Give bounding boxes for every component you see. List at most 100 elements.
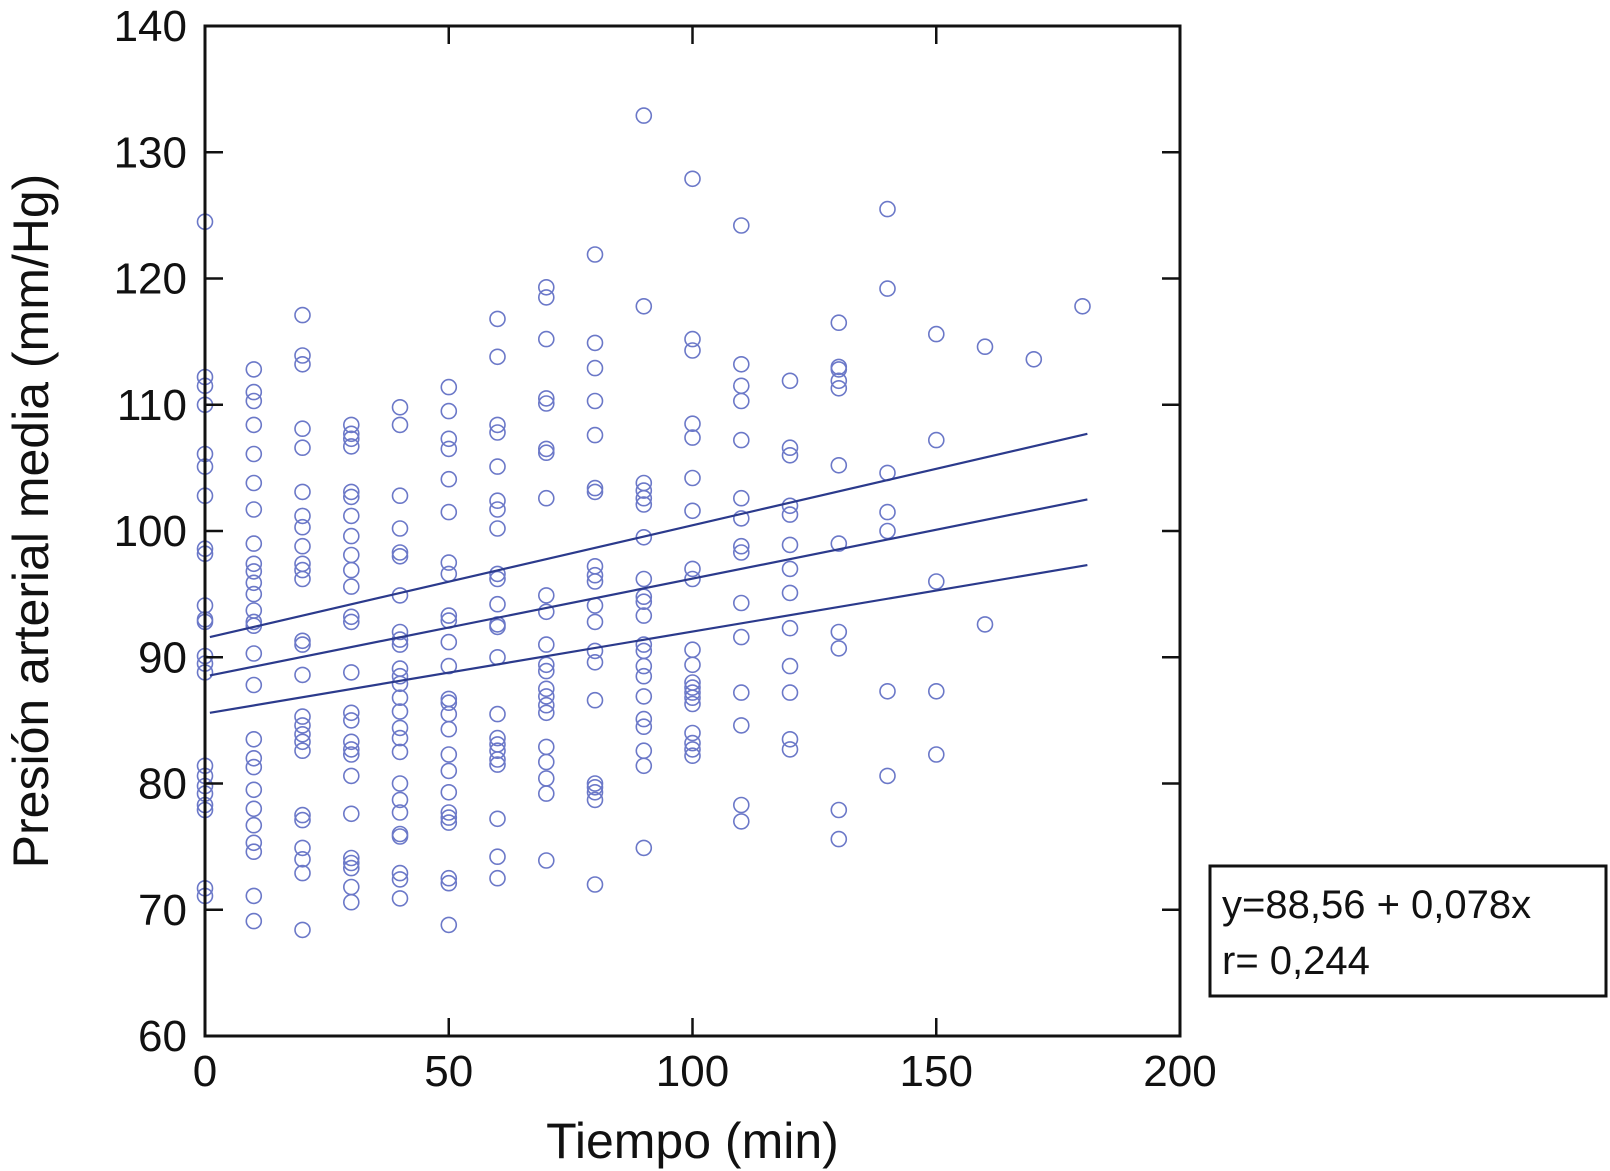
data-point (440, 402, 458, 420)
data-point (830, 361, 848, 378)
data-point (440, 705, 458, 723)
data-point (635, 742, 653, 760)
data-point (489, 424, 506, 441)
data-point (684, 570, 701, 588)
data-point (830, 456, 848, 474)
data-point (391, 667, 409, 685)
data-points (196, 107, 1091, 939)
data-point (635, 688, 653, 705)
data-point (440, 809, 458, 826)
data-point (294, 483, 311, 501)
data-point (635, 839, 653, 857)
data-point (294, 518, 311, 536)
data-point (245, 445, 263, 463)
data-point (879, 280, 896, 297)
data-point (635, 297, 653, 315)
data-point (537, 656, 555, 674)
data-point (342, 849, 360, 867)
data-point (635, 718, 653, 736)
data-point (684, 429, 701, 446)
data-point (391, 487, 409, 505)
data-point (245, 383, 263, 401)
data-point (586, 778, 604, 796)
data-point (245, 555, 263, 573)
data-point (391, 675, 409, 693)
data-point (732, 813, 750, 830)
data-point (440, 783, 458, 801)
data-point (684, 689, 701, 707)
data-point (537, 852, 555, 869)
data-point (294, 717, 311, 734)
data-point (635, 636, 653, 653)
data-point (391, 623, 409, 641)
x-tick-label: 100 (656, 1047, 729, 1096)
data-point (830, 372, 848, 390)
data-point (781, 497, 799, 515)
data-point (879, 767, 896, 785)
data-point (537, 704, 555, 722)
data-point (537, 603, 555, 621)
data-point (342, 878, 360, 896)
regression-lines (209, 432, 1088, 714)
data-point (684, 734, 701, 752)
data-point (294, 850, 311, 868)
data-point (586, 246, 604, 263)
data-point (440, 378, 458, 396)
data-point (781, 506, 799, 523)
data-point (391, 729, 409, 747)
regression-equation: y=88,56 + 0,078x (1222, 883, 1531, 927)
data-point (781, 619, 799, 637)
x-tick-label: 0 (193, 1047, 217, 1096)
data-point (781, 730, 799, 748)
data-point (976, 616, 994, 633)
data-point (586, 392, 604, 410)
data-point (391, 804, 409, 821)
data-point (927, 682, 945, 700)
data-point (294, 420, 311, 438)
data-point (440, 874, 458, 892)
data-point (294, 708, 311, 725)
data-point (342, 425, 360, 443)
correlation-coefficient: r= 0,244 (1222, 939, 1370, 983)
y-tick-label: 80 (138, 760, 187, 809)
data-point (586, 691, 604, 709)
data-point (489, 848, 506, 866)
data-point (391, 719, 409, 737)
data-point (489, 565, 506, 583)
data-point (732, 628, 750, 646)
data-point (294, 306, 311, 324)
data-point (342, 664, 360, 681)
data-point (537, 330, 555, 348)
data-point (635, 607, 653, 624)
data-point (635, 710, 653, 728)
data-point (391, 864, 409, 882)
data-point (586, 359, 604, 377)
data-point (586, 566, 604, 584)
data-point (440, 470, 458, 488)
data-point (684, 724, 701, 742)
data-point (342, 704, 360, 722)
data-point (342, 546, 360, 564)
lower-confidence-line (209, 564, 1088, 714)
data-point (927, 431, 945, 449)
data-point (879, 503, 896, 521)
data-point (245, 912, 263, 930)
data-point (294, 355, 311, 373)
data-point (440, 633, 458, 651)
data-point (537, 696, 555, 714)
data-point (294, 742, 311, 760)
data-point (684, 560, 701, 578)
data-point (391, 520, 409, 537)
data-point (440, 694, 458, 712)
data-point (489, 729, 506, 747)
upper-confidence-line (209, 432, 1088, 639)
data-point (586, 642, 604, 660)
data-point (391, 743, 409, 761)
data-point (684, 741, 701, 758)
data-point (489, 348, 506, 366)
data-point (781, 584, 799, 602)
data-point (537, 587, 555, 604)
data-point (391, 703, 409, 720)
data-point (391, 544, 409, 561)
data-point (342, 712, 360, 729)
